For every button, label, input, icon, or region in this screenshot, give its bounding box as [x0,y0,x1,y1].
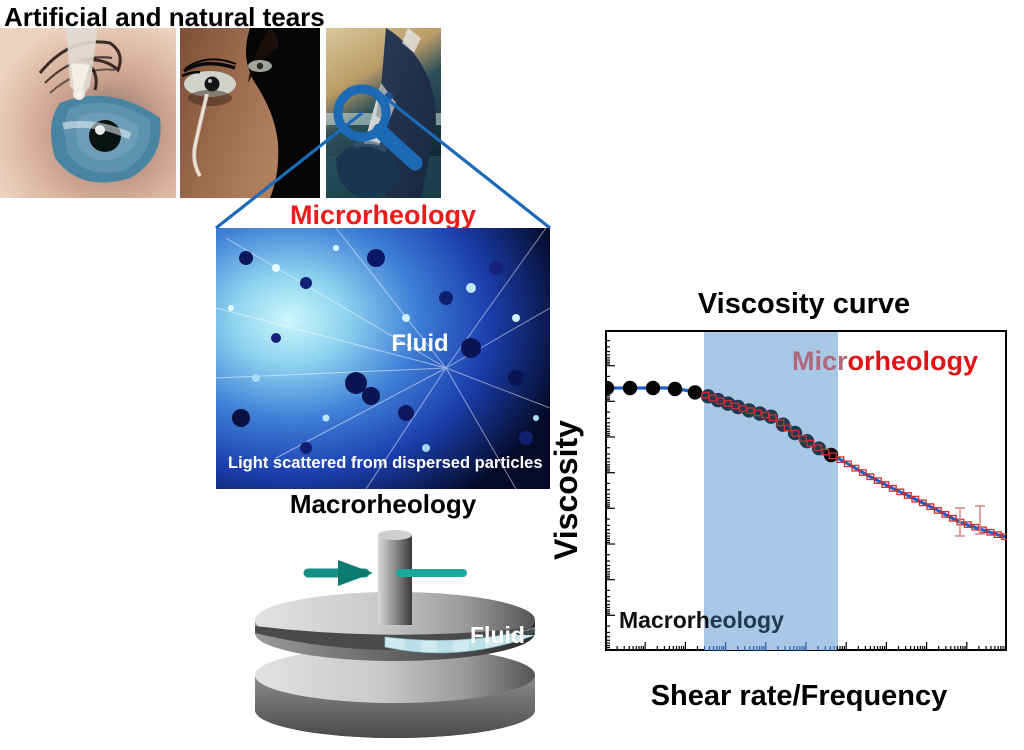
svg-text:Fluid: Fluid [470,622,525,648]
svg-text:Light scattered from dispersed: Light scattered from dispersed particles [228,454,543,472]
svg-text:Fluid: Fluid [391,330,448,357]
